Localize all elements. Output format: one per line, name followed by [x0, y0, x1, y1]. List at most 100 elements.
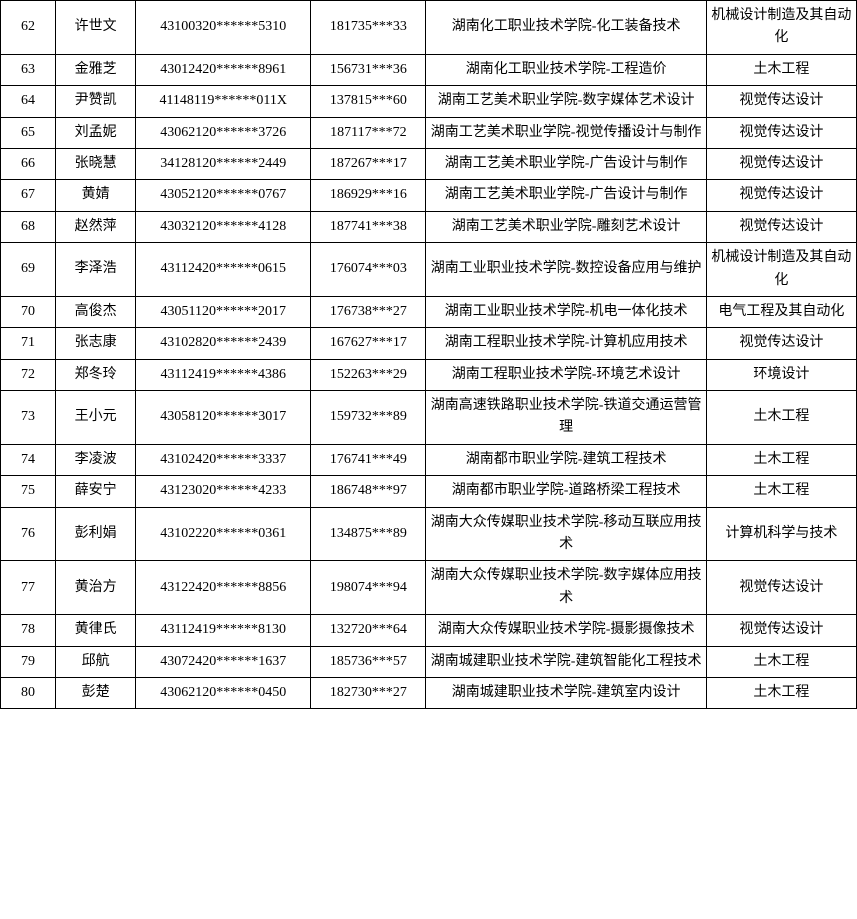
- cell-id: 41148119******011X: [136, 86, 311, 117]
- table-row: 75薛安宁43123020******4233186748***97湖南都市职业…: [1, 476, 857, 507]
- cell-name: 李凌波: [56, 444, 136, 475]
- cell-phone: 187117***72: [311, 117, 426, 148]
- cell-school: 湖南都市职业学院-道路桥梁工程技术: [426, 476, 706, 507]
- cell-phone: 187267***17: [311, 148, 426, 179]
- cell-id: 43012420******8961: [136, 54, 311, 85]
- cell-phone: 134875***89: [311, 507, 426, 561]
- table-row: 80彭楚43062120******0450182730***27湖南城建职业技…: [1, 677, 857, 708]
- cell-school: 湖南城建职业技术学院-建筑室内设计: [426, 677, 706, 708]
- cell-name: 郑冬玲: [56, 359, 136, 390]
- cell-name: 薛安宁: [56, 476, 136, 507]
- cell-phone: 152263***29: [311, 359, 426, 390]
- cell-phone: 176074***03: [311, 243, 426, 297]
- cell-school: 湖南都市职业学院-建筑工程技术: [426, 444, 706, 475]
- cell-major: 土木工程: [706, 54, 856, 85]
- table-row: 65刘孟妮43062120******3726187117***72湖南工艺美术…: [1, 117, 857, 148]
- cell-idx: 73: [1, 391, 56, 445]
- cell-major: 环境设计: [706, 359, 856, 390]
- cell-major: 土木工程: [706, 444, 856, 475]
- cell-idx: 79: [1, 646, 56, 677]
- table-row: 72郑冬玲43112419******4386152263***29湖南工程职业…: [1, 359, 857, 390]
- table-row: 69李泽浩43112420******0615176074***03湖南工业职业…: [1, 243, 857, 297]
- cell-phone: 156731***36: [311, 54, 426, 85]
- cell-phone: 176741***49: [311, 444, 426, 475]
- table-row: 76彭利娟43102220******0361134875***89湖南大众传媒…: [1, 507, 857, 561]
- cell-id: 43102820******2439: [136, 328, 311, 359]
- cell-school: 湖南工程职业技术学院-计算机应用技术: [426, 328, 706, 359]
- cell-idx: 64: [1, 86, 56, 117]
- cell-idx: 67: [1, 180, 56, 211]
- cell-school: 湖南工艺美术职业学院-广告设计与制作: [426, 180, 706, 211]
- cell-name: 李泽浩: [56, 243, 136, 297]
- cell-id: 43112420******0615: [136, 243, 311, 297]
- cell-phone: 198074***94: [311, 561, 426, 615]
- cell-idx: 71: [1, 328, 56, 359]
- table-row: 66张晓慧34128120******2449187267***17湖南工艺美术…: [1, 148, 857, 179]
- table-row: 68赵然萍43032120******4128187741***38湖南工艺美术…: [1, 211, 857, 242]
- cell-name: 彭楚: [56, 677, 136, 708]
- cell-phone: 176738***27: [311, 296, 426, 327]
- cell-idx: 62: [1, 1, 56, 55]
- cell-idx: 76: [1, 507, 56, 561]
- cell-school: 湖南工艺美术职业学院-广告设计与制作: [426, 148, 706, 179]
- cell-name: 尹赞凯: [56, 86, 136, 117]
- table-row: 74李凌波43102420******3337176741***49湖南都市职业…: [1, 444, 857, 475]
- cell-phone: 186748***97: [311, 476, 426, 507]
- cell-major: 机械设计制造及其自动化: [706, 1, 856, 55]
- cell-id: 43052120******0767: [136, 180, 311, 211]
- cell-id: 43062120******3726: [136, 117, 311, 148]
- cell-phone: 132720***64: [311, 615, 426, 646]
- cell-id: 43123020******4233: [136, 476, 311, 507]
- cell-phone: 187741***38: [311, 211, 426, 242]
- cell-id: 43100320******5310: [136, 1, 311, 55]
- cell-name: 邱航: [56, 646, 136, 677]
- table-row: 77黄治方43122420******8856198074***94湖南大众传媒…: [1, 561, 857, 615]
- cell-school: 湖南工艺美术职业学院-视觉传播设计与制作: [426, 117, 706, 148]
- table-row: 79邱航43072420******1637185736***57湖南城建职业技…: [1, 646, 857, 677]
- cell-idx: 65: [1, 117, 56, 148]
- table-row: 64尹赞凯41148119******011X137815***60湖南工艺美术…: [1, 86, 857, 117]
- table-row: 71张志康43102820******2439167627***17湖南工程职业…: [1, 328, 857, 359]
- cell-major: 机械设计制造及其自动化: [706, 243, 856, 297]
- cell-phone: 186929***16: [311, 180, 426, 211]
- cell-major: 视觉传达设计: [706, 148, 856, 179]
- cell-school: 湖南工业职业技术学院-机电一体化技术: [426, 296, 706, 327]
- cell-name: 黄治方: [56, 561, 136, 615]
- cell-major: 电气工程及其自动化: [706, 296, 856, 327]
- cell-school: 湖南高速铁路职业技术学院-铁道交通运营管理: [426, 391, 706, 445]
- cell-id: 43072420******1637: [136, 646, 311, 677]
- cell-major: 视觉传达设计: [706, 561, 856, 615]
- cell-name: 张晓慧: [56, 148, 136, 179]
- cell-id: 43122420******8856: [136, 561, 311, 615]
- cell-school: 湖南大众传媒职业技术学院-移动互联应用技术: [426, 507, 706, 561]
- cell-major: 视觉传达设计: [706, 615, 856, 646]
- cell-phone: 159732***89: [311, 391, 426, 445]
- cell-school: 湖南化工职业技术学院-化工装备技术: [426, 1, 706, 55]
- cell-name: 赵然萍: [56, 211, 136, 242]
- cell-idx: 75: [1, 476, 56, 507]
- cell-idx: 72: [1, 359, 56, 390]
- cell-major: 土木工程: [706, 391, 856, 445]
- cell-phone: 167627***17: [311, 328, 426, 359]
- table-row: 62许世文43100320******5310181735***33湖南化工职业…: [1, 1, 857, 55]
- cell-idx: 77: [1, 561, 56, 615]
- cell-major: 视觉传达设计: [706, 86, 856, 117]
- cell-school: 湖南大众传媒职业技术学院-摄影摄像技术: [426, 615, 706, 646]
- cell-major: 视觉传达设计: [706, 180, 856, 211]
- cell-idx: 68: [1, 211, 56, 242]
- cell-major: 视觉传达设计: [706, 117, 856, 148]
- cell-id: 43102420******3337: [136, 444, 311, 475]
- cell-idx: 80: [1, 677, 56, 708]
- cell-major: 计算机科学与技术: [706, 507, 856, 561]
- cell-id: 43112419******4386: [136, 359, 311, 390]
- cell-name: 黄律氏: [56, 615, 136, 646]
- cell-school: 湖南工程职业技术学院-环境艺术设计: [426, 359, 706, 390]
- cell-name: 黄婧: [56, 180, 136, 211]
- cell-school: 湖南化工职业技术学院-工程造价: [426, 54, 706, 85]
- cell-phone: 137815***60: [311, 86, 426, 117]
- cell-phone: 182730***27: [311, 677, 426, 708]
- cell-idx: 70: [1, 296, 56, 327]
- table-row: 73王小元43058120******3017159732***89湖南高速铁路…: [1, 391, 857, 445]
- cell-id: 43112419******8130: [136, 615, 311, 646]
- student-table: 62许世文43100320******5310181735***33湖南化工职业…: [0, 0, 857, 709]
